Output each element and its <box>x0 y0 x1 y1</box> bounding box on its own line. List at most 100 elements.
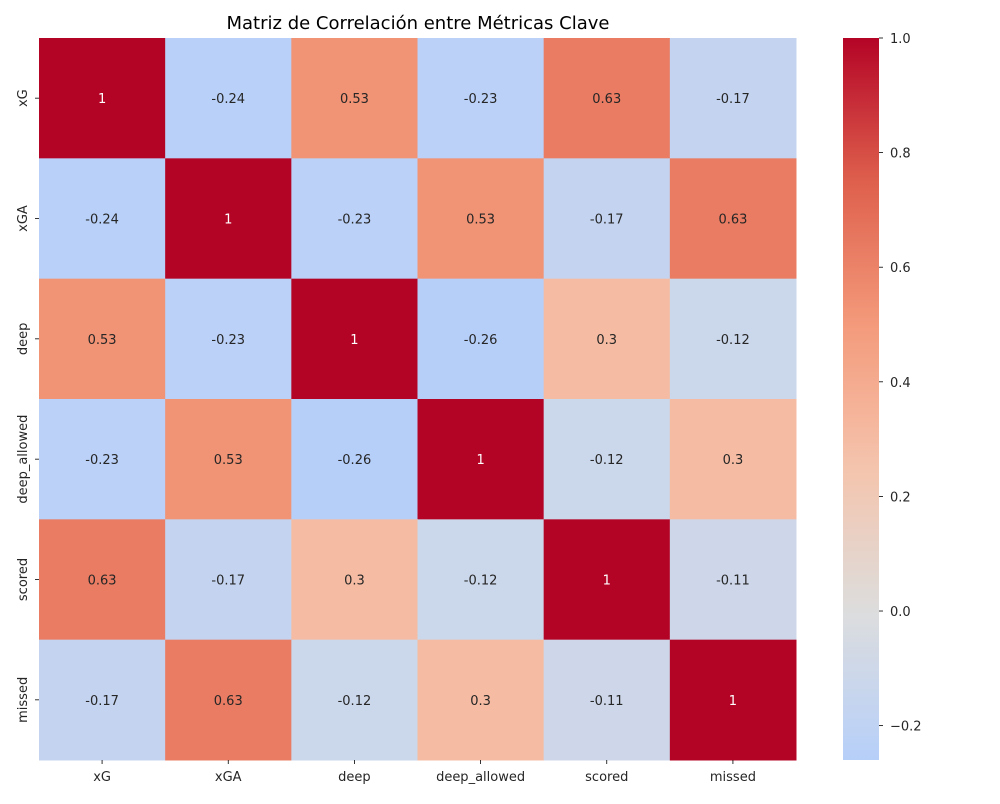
cell-value-label: 0.53 <box>340 92 369 107</box>
heatmap-cell <box>417 639 545 761</box>
x-tick-label: deep <box>338 770 371 785</box>
colorbar-tick-label: 0.2 <box>890 490 911 505</box>
x-axis: xG xGA deep deep_allowed scored missed <box>93 760 756 785</box>
cell-value-label: -0.17 <box>211 574 245 589</box>
cell-value-label: 0.63 <box>718 213 747 228</box>
cell-value-label: -0.11 <box>716 574 750 589</box>
heatmap-cell <box>417 38 545 159</box>
x-tick-label: xGA <box>215 770 242 785</box>
heatmap-cell <box>165 519 292 641</box>
heatmap-cell <box>543 158 671 280</box>
cell-value-label: 0.53 <box>88 333 117 348</box>
y-tick-label: deep <box>16 323 31 356</box>
heatmap-cell <box>669 519 797 641</box>
cell-value-label: 0.3 <box>596 333 617 348</box>
heatmap-cell <box>291 519 418 641</box>
x-tick-label: deep_allowed <box>436 770 525 785</box>
heatmap-cell <box>669 399 797 520</box>
cell-value-label: -0.26 <box>464 333 498 348</box>
cell-value-label: -0.17 <box>716 92 750 107</box>
heatmap-cell <box>291 639 418 761</box>
heatmap-cell <box>543 278 671 400</box>
cell-value-label: -0.11 <box>590 694 624 709</box>
colorbar-tick-label: 0.6 <box>890 261 911 276</box>
y-tick-label: xG <box>16 89 31 107</box>
colorbar-tick-label: 1.0 <box>890 32 911 47</box>
x-tick-label: scored <box>585 770 628 785</box>
cell-value-label: -0.12 <box>338 694 372 709</box>
cell-value-label: 1 <box>603 574 611 589</box>
colorbar-tick-label: 0.0 <box>890 605 911 620</box>
cell-value-label: 0.53 <box>466 213 495 228</box>
cell-value-label: -0.23 <box>85 453 119 468</box>
heatmap-cell <box>39 519 166 641</box>
heatmap-cell <box>543 639 671 761</box>
heatmap-cell <box>291 278 418 400</box>
cell-value-label: -0.12 <box>716 333 750 348</box>
colorbar-tick-label: 0.8 <box>890 147 911 162</box>
heatmap-cell <box>165 278 292 400</box>
heatmap-cell <box>543 38 671 159</box>
colorbar-bar <box>843 38 879 760</box>
cell-value-label: -0.17 <box>85 694 119 709</box>
colorbar-tick-label: 0.4 <box>890 376 911 391</box>
cell-value-label: -0.24 <box>211 92 245 107</box>
cell-value-label: -0.23 <box>211 333 245 348</box>
cell-value-label: 0.63 <box>88 574 117 589</box>
cell-value-label: 0.63 <box>214 694 243 709</box>
cell-value-label: -0.12 <box>590 453 624 468</box>
colorbar: 1.0 0.8 0.6 0.4 0.2 0.0 −0.2 <box>843 32 922 760</box>
cell-value-label: -0.24 <box>85 213 119 228</box>
heatmap-cell <box>165 399 292 520</box>
cell-value-label: -0.23 <box>464 92 498 107</box>
heatmap-cell <box>165 158 292 280</box>
x-tick-label: xG <box>93 770 111 785</box>
heatmap-cell <box>543 399 671 520</box>
heatmap-cell <box>417 158 545 280</box>
chart-title: Matriz de Correlación entre Métricas Cla… <box>227 13 610 34</box>
heatmap-cell <box>417 399 545 520</box>
colorbar-tick-label: −0.2 <box>890 720 922 735</box>
heatmap-cell <box>291 158 418 280</box>
heatmap-cell <box>669 278 797 400</box>
heatmap-cell <box>669 639 797 761</box>
heatmap-annotations: 1 -0.24 0.53 -0.23 0.63 -0.17 -0.24 1 -0.23 0.53 -… <box>85 92 749 709</box>
heatmap-cell <box>165 38 292 159</box>
y-tick-label: xGA <box>16 205 31 232</box>
cell-value-label: 0.3 <box>344 574 365 589</box>
cell-value-label: 1 <box>224 213 232 228</box>
cell-value-label: -0.12 <box>464 574 498 589</box>
heatmap-cell <box>39 38 166 159</box>
cell-value-label: 1 <box>98 92 106 107</box>
heatmap-cell <box>39 399 166 520</box>
heatmap-cell <box>291 399 418 520</box>
heatmap-cells <box>39 38 797 761</box>
heatmap-cell <box>165 639 292 761</box>
heatmap-cell <box>543 519 671 641</box>
cell-value-label: 0.63 <box>592 92 621 107</box>
heatmap-cell <box>39 278 166 400</box>
cell-value-label: -0.26 <box>338 453 372 468</box>
heatmap-cell <box>669 158 797 280</box>
cell-value-label: 0.3 <box>723 453 744 468</box>
heatmap-cell <box>417 278 545 400</box>
heatmap-cell <box>39 158 166 280</box>
cell-value-label: 0.3 <box>470 694 491 709</box>
y-tick-label: missed <box>16 677 31 723</box>
cell-value-label: 1 <box>729 694 737 709</box>
cell-value-label: -0.23 <box>338 213 372 228</box>
cell-value-label: 0.53 <box>214 453 243 468</box>
cell-value-label: 1 <box>476 453 484 468</box>
cell-value-label: -0.17 <box>590 213 624 228</box>
heatmap-cell <box>417 519 545 641</box>
cell-value-label: 1 <box>350 333 358 348</box>
heatmap-cell <box>291 38 418 159</box>
y-tick-label: scored <box>16 558 31 601</box>
x-tick-label: missed <box>710 770 756 785</box>
heatmap-cell <box>39 639 166 761</box>
y-tick-label: deep_allowed <box>16 415 31 504</box>
heatmap-cell <box>669 38 797 159</box>
